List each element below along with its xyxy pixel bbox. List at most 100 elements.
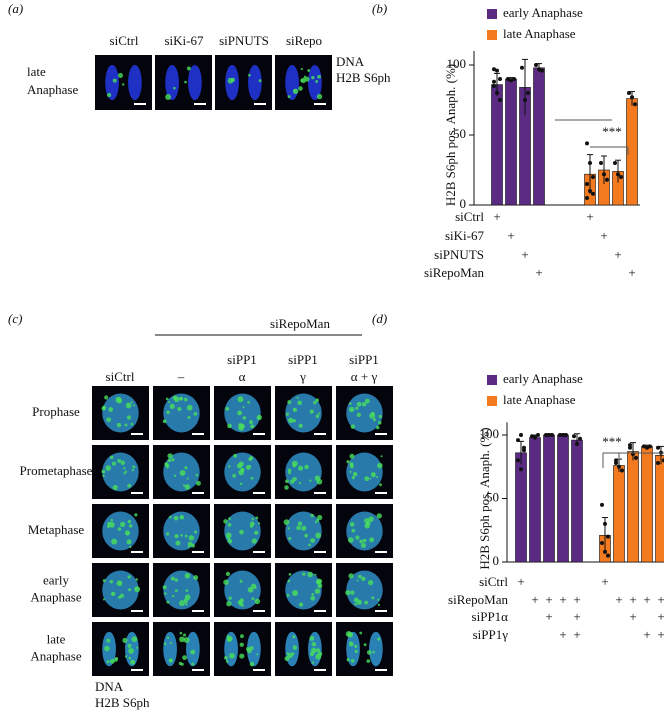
- data-point: [656, 445, 660, 450]
- condition-sign: +: [657, 592, 664, 607]
- h2b-spot: [240, 634, 244, 639]
- h2b-spot: [134, 513, 138, 517]
- h2b-spot: [232, 473, 237, 478]
- h2b-spot: [224, 655, 228, 660]
- h2b-spot: [287, 652, 293, 659]
- h2b-spot: [258, 79, 262, 83]
- h2b-spot: [184, 466, 188, 470]
- h2b-spot: [111, 461, 117, 466]
- h2b-spot: [239, 529, 244, 535]
- h2b-spot: [365, 398, 370, 404]
- chromatin: [346, 393, 383, 433]
- h2b-spot: [309, 479, 312, 482]
- condition-sign: +: [657, 627, 664, 642]
- h2b-spot: [193, 575, 199, 581]
- chromatin: [346, 452, 383, 492]
- h2b-spot: [166, 636, 170, 640]
- micrograph-bg: [95, 55, 152, 110]
- h2b-spot: [378, 414, 382, 419]
- channel-label: DNA: [95, 679, 124, 694]
- h2b-spot: [237, 396, 244, 403]
- h2b-spot: [168, 401, 171, 404]
- h2b-spot: [345, 590, 351, 596]
- micrograph: [336, 386, 393, 440]
- h2b-spot: [242, 405, 245, 409]
- y-tick-label: 50: [486, 489, 499, 504]
- h2b-spot: [170, 576, 175, 581]
- micrograph-bg: [275, 622, 332, 676]
- data-point: [613, 161, 617, 165]
- data-point: [564, 433, 568, 437]
- h2b-spot: [182, 633, 187, 637]
- h2b-spot: [310, 513, 314, 518]
- h2b-spot: [298, 86, 303, 91]
- y-axis-label: H2B S6ph pos. Anaph. (%): [477, 427, 492, 569]
- condition-sign: +: [573, 609, 580, 624]
- micrograph: [153, 386, 210, 440]
- data-point: [614, 460, 618, 465]
- h2b-spot: [348, 573, 354, 579]
- h2b-spot: [130, 401, 133, 404]
- h2b-spot: [162, 419, 167, 424]
- h2b-spot: [349, 470, 352, 473]
- data-point: [578, 436, 582, 441]
- h2b-spot: [227, 523, 232, 527]
- h2b-spot: [168, 658, 173, 663]
- h2b-spot: [315, 579, 321, 585]
- h2b-spot: [285, 479, 289, 484]
- chromatin: [285, 64, 299, 101]
- h2b-spot: [314, 573, 317, 576]
- data-point: [656, 460, 660, 465]
- h2b-spot: [106, 638, 111, 643]
- h2b-spot: [368, 516, 374, 522]
- h2b-spot: [307, 69, 311, 72]
- column-label: siCtrl: [106, 369, 135, 384]
- h2b-spot: [130, 659, 136, 665]
- data-point: [616, 172, 620, 177]
- condition-sign: +: [545, 592, 552, 607]
- h2b-spot: [174, 533, 179, 539]
- h2b-spot: [174, 578, 179, 582]
- bar: [533, 67, 545, 206]
- data-point: [591, 191, 595, 196]
- row-label: late: [47, 631, 66, 646]
- h2b-spot: [187, 415, 191, 420]
- column-label: siKi-67: [165, 33, 205, 48]
- chromatin: [308, 64, 322, 101]
- h2b-spot: [251, 597, 255, 601]
- data-point: [526, 91, 530, 95]
- micrograph: [336, 445, 393, 499]
- h2b-spot: [366, 650, 372, 655]
- h2b-spot: [239, 653, 245, 659]
- h2b-spot: [182, 484, 185, 487]
- h2b-spot: [163, 642, 167, 646]
- h2b-spot: [257, 522, 261, 525]
- row-label: Prometaphase: [20, 463, 93, 478]
- h2b-spot: [171, 458, 175, 462]
- h2b-spot: [238, 601, 244, 607]
- data-point: [599, 161, 603, 165]
- h2b-spot: [195, 473, 199, 477]
- h2b-spot: [169, 641, 173, 645]
- h2b-spot: [369, 537, 375, 543]
- micrograph: [336, 504, 393, 558]
- chromatin: [285, 631, 299, 667]
- micrograph: [275, 386, 332, 440]
- micrograph: [214, 563, 271, 617]
- h2b-spot: [350, 590, 355, 595]
- h2b-spot: [238, 461, 244, 467]
- micrograph: [155, 55, 212, 110]
- chromatin: [247, 631, 261, 667]
- h2b-spot: [363, 643, 367, 647]
- h2b-spot: [239, 579, 243, 583]
- bar: [613, 465, 625, 563]
- condition-label: siCtrl: [479, 574, 508, 589]
- condition-sign: +: [615, 592, 622, 607]
- data-point: [605, 177, 609, 182]
- h2b-spot: [134, 586, 141, 593]
- data-point: [534, 63, 538, 67]
- data-point: [588, 189, 592, 193]
- h2b-spot: [102, 579, 106, 583]
- y-tick-label: 0: [460, 196, 467, 211]
- h2b-spot: [237, 410, 243, 416]
